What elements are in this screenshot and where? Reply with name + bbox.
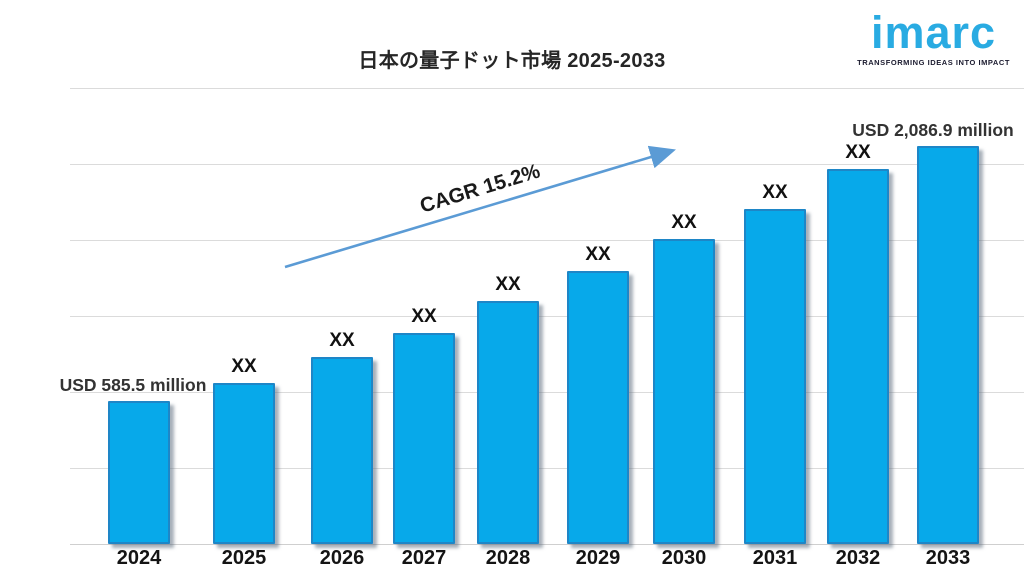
gridline xyxy=(70,88,1024,89)
year-label-2028: 2028 xyxy=(485,547,531,569)
bar-2028 xyxy=(477,301,539,544)
chart-title: 日本の量子ドット市場 2025-2033 xyxy=(358,50,666,72)
bar-2029 xyxy=(567,271,629,544)
year-label-2026: 2026 xyxy=(319,547,365,569)
bar-2024 xyxy=(108,401,170,544)
gridline xyxy=(70,392,1024,393)
bar-value-label-2028: XX xyxy=(495,274,521,295)
bar-value-label-2024: USD 585.5 million xyxy=(59,375,207,395)
bar-value-label-2032: XX xyxy=(845,142,871,163)
bar-value-label-2025: XX xyxy=(231,356,257,377)
bar-2026 xyxy=(311,357,373,544)
bar-value-label-2033: USD 2,086.9 million xyxy=(852,120,1014,140)
year-label-2030: 2030 xyxy=(661,547,707,569)
gridline xyxy=(70,468,1024,469)
year-label-2024: 2024 xyxy=(116,547,162,569)
gridline xyxy=(70,544,1024,545)
bar-value-label-2030: XX xyxy=(671,212,697,233)
bar-value-label-2026: XX xyxy=(329,330,355,351)
gridline xyxy=(70,316,1024,317)
bar-2030 xyxy=(653,239,715,544)
bar-2031 xyxy=(744,209,806,544)
year-label-2031: 2031 xyxy=(752,547,798,569)
bar-value-label-2027: XX xyxy=(411,306,437,327)
bar-2027 xyxy=(393,333,455,544)
year-label-2025: 2025 xyxy=(221,547,267,569)
year-label-2032: 2032 xyxy=(835,547,881,569)
year-label-2033: 2033 xyxy=(925,547,971,569)
year-label-2029: 2029 xyxy=(575,547,621,569)
bar-2033 xyxy=(917,146,979,544)
imarc-logo-text: imarc xyxy=(871,7,997,58)
imarc-logo-tagline: TRANSFORMING IDEAS INTO IMPACT xyxy=(857,57,1010,67)
year-label-2027: 2027 xyxy=(401,547,447,569)
bar-2032 xyxy=(827,169,889,544)
bar-value-label-2031: XX xyxy=(762,182,788,203)
imarc-logo: imarc TRANSFORMING IDEAS INTO IMPACT xyxy=(857,7,1010,67)
bar-2025 xyxy=(213,383,275,544)
